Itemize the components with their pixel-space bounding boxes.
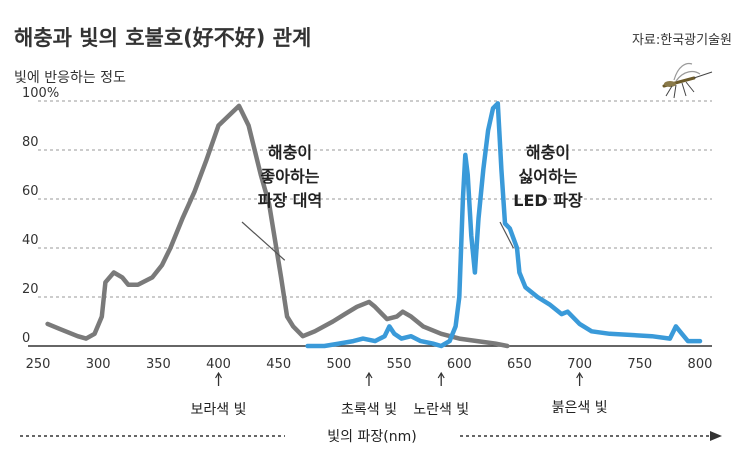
x-tick-label: 550 (387, 357, 412, 372)
x-tick-label: 400 (206, 357, 231, 372)
y-tick-label: 40 (22, 233, 39, 248)
x-tick-label: 450 (266, 357, 291, 372)
mosquito-icon (662, 62, 713, 99)
band-marker-arrow (576, 371, 584, 379)
y-tick-label: 0 (22, 331, 30, 346)
band-label: 노란색 빛 (413, 402, 469, 418)
annotation-leader (241, 221, 286, 261)
x-tick-label: 700 (567, 357, 592, 372)
annotation-text: 파장 대역 (258, 191, 322, 210)
band-label: 초록색 빛 (341, 402, 397, 418)
annotation-text: 싫어하는 (519, 167, 578, 186)
annotation-text: 좋아하는 (261, 167, 320, 186)
x-tick-label: 250 (26, 357, 51, 372)
y-axis-label: 빛에 반응하는 정도 (14, 70, 126, 86)
series-line-2 (305, 101, 703, 349)
y-tick-label: 20 (22, 282, 39, 297)
annotation-leader (499, 221, 514, 249)
x-tick-label: 650 (507, 357, 532, 372)
band-label: 보라색 빛 (191, 402, 247, 418)
x-tick-label: 350 (146, 357, 171, 372)
band-marker-arrow (437, 371, 445, 379)
x-tick-label: 750 (627, 357, 652, 372)
x-axis-arrow (20, 431, 722, 441)
band-marker-arrow (215, 371, 223, 379)
y-tick-label: 60 (22, 184, 39, 199)
band-label: 붉은색 빛 (552, 400, 608, 416)
source-label: 자료:한국광기술원 (632, 33, 732, 48)
band-marker-arrow (365, 371, 373, 379)
annotation-text: LED 파장 (513, 191, 583, 210)
y-tick-label: 100% (22, 86, 59, 101)
x-tick-label: 600 (447, 357, 472, 372)
x-tick-label: 500 (326, 357, 351, 372)
x-tick-label: 300 (86, 357, 111, 372)
annotation-text: 해충이 (268, 143, 312, 162)
chart-title: 해충과 빛의 호불호(好不好) 관계 (14, 26, 311, 50)
series-line-1 (45, 103, 510, 349)
y-tick-label: 80 (22, 135, 39, 150)
x-tick-label: 800 (688, 357, 713, 372)
annotation-text: 해충이 (526, 143, 570, 162)
x-axis-label: 빛의 파장(nm) (327, 429, 416, 445)
